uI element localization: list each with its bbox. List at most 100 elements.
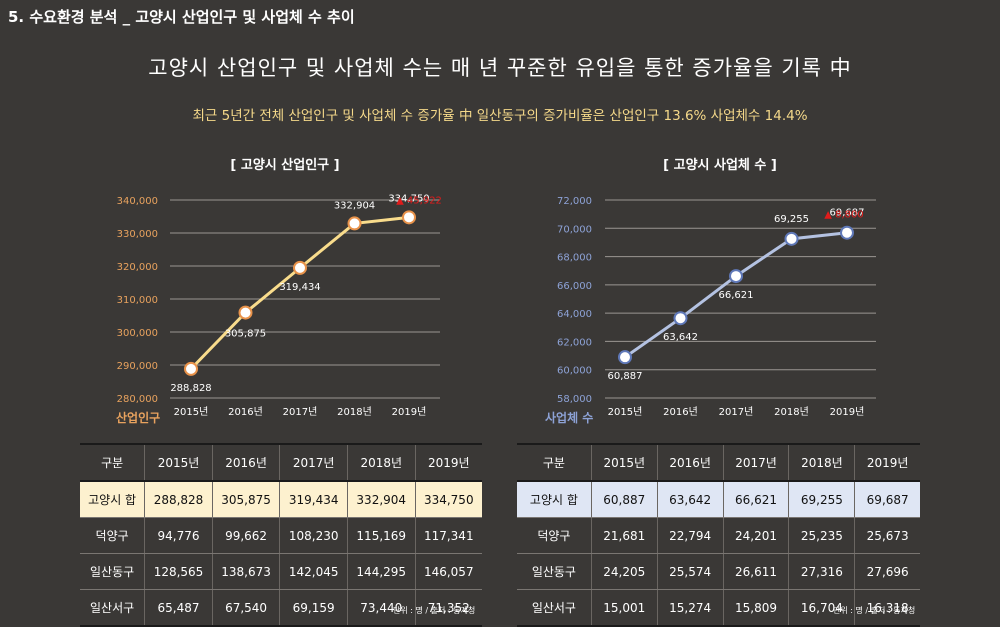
table-header-cell: 2018년 bbox=[346, 443, 416, 482]
table-cell: 16,318 bbox=[854, 589, 920, 627]
x-tick-label: 2016년 bbox=[228, 406, 263, 418]
y-tick-label: 60,000 bbox=[557, 366, 592, 377]
table-cell: 덕양구 bbox=[80, 517, 145, 554]
data-label: 69,255 bbox=[774, 214, 809, 225]
table-cell: 24,201 bbox=[722, 517, 789, 554]
table-header-cell: 2019년 bbox=[854, 443, 920, 482]
table-cell: 27,696 bbox=[854, 553, 920, 590]
x-tick-label: 2019년 bbox=[392, 406, 427, 418]
data-point bbox=[347, 216, 362, 231]
table-cell: 108,230 bbox=[279, 517, 348, 554]
increase-annotation: ▲ 8,800 bbox=[824, 210, 864, 221]
right-chart-title: [ 고양시 사업체 수 ] bbox=[663, 158, 777, 173]
table-cell: 15,809 bbox=[722, 589, 789, 627]
table-cell: 고양시 합 bbox=[517, 481, 592, 518]
data-point bbox=[238, 305, 253, 320]
data-label: 69,687 bbox=[830, 208, 865, 219]
table-cell: 66,621 bbox=[722, 481, 789, 518]
table-cell: 일산서구 bbox=[80, 589, 145, 627]
y-tick-label: 320,000 bbox=[117, 262, 158, 273]
table-cell: 146,057 bbox=[414, 553, 482, 590]
table-header-cell: 2018년 bbox=[788, 443, 855, 482]
y-tick-label: 290,000 bbox=[117, 361, 158, 372]
table-cell: 117,341 bbox=[414, 517, 482, 554]
data-label: 319,434 bbox=[279, 282, 320, 293]
x-tick-label: 2018년 bbox=[774, 406, 809, 418]
data-point bbox=[729, 269, 743, 284]
headline: 고양시 산업인구 및 사업체 수는 매 년 꾸준한 유입을 통한 증가율을 기록… bbox=[148, 56, 852, 80]
data-point bbox=[184, 361, 198, 376]
table-cell: 94,776 bbox=[144, 517, 213, 554]
table-cell: 22,794 bbox=[656, 517, 724, 554]
table-header-cell: 2015년 bbox=[590, 443, 658, 482]
table-cell: 일산동구 bbox=[517, 553, 592, 590]
table-cell: 138,673 bbox=[211, 553, 280, 590]
table-header-row: 구분 2015년 2016년 2017년 2018년 2019년 bbox=[80, 443, 482, 482]
data-label: 66,621 bbox=[719, 290, 754, 301]
table-header-cell: 2016년 bbox=[656, 443, 724, 482]
population-table: 구분 2015년 2016년 2017년 2018년 2019년 고양시 합 288,828… bbox=[80, 443, 482, 627]
table-header-row: 구분 2015년 2016년 2017년 2018년 2019년 bbox=[517, 443, 920, 482]
table-cell: 115,169 bbox=[346, 517, 416, 554]
data-label: 305,875 bbox=[225, 329, 266, 340]
table-cell: 덕양구 bbox=[517, 517, 592, 554]
table-cell: 63,642 bbox=[656, 481, 724, 518]
increase-annotation: ▲ 45,922 bbox=[396, 195, 442, 206]
y-tick-label: 58,000 bbox=[557, 394, 592, 405]
table-total-row: 고양시 합 288,828 305,875 319,434 332,904 334,750 bbox=[80, 481, 482, 518]
x-tick-label: 2015년 bbox=[608, 406, 643, 418]
left-chart-title: [ 고양시 산업인구 ] bbox=[230, 158, 340, 173]
y-tick-label: 330,000 bbox=[117, 229, 158, 240]
x-tick-label: 2015년 bbox=[174, 406, 209, 418]
table-cell: 27,316 bbox=[788, 553, 855, 590]
table-cell: 288,828 bbox=[144, 481, 213, 518]
y-axis-label: 산업인구 bbox=[116, 410, 160, 425]
table-header-cell: 2016년 bbox=[211, 443, 280, 482]
y-tick-label: 70,000 bbox=[557, 224, 592, 235]
table-cell: 25,673 bbox=[854, 517, 920, 554]
section-title: 5. 수요환경 분석 _ 고양시 산업인구 및 사업체 수 추이 bbox=[8, 8, 355, 26]
table-cell: 334,750 bbox=[414, 481, 482, 518]
table-header-cell: 2015년 bbox=[144, 443, 213, 482]
y-tick-label: 72,000 bbox=[557, 196, 592, 207]
table-row: 덕양구 94,776 99,662 108,230 115,169 117,341 bbox=[80, 517, 482, 554]
subline: 최근 5년간 전체 산업인구 및 사업체 수 증가율 中 일산동구의 증가비율은… bbox=[192, 108, 808, 124]
y-tick-label: 68,000 bbox=[557, 253, 592, 264]
table-header-cell: 2019년 bbox=[414, 443, 482, 482]
y-tick-label: 66,000 bbox=[557, 281, 592, 292]
data-label: 288,828 bbox=[170, 383, 211, 394]
table-cell: 142,045 bbox=[279, 553, 348, 590]
table-cell: 69,159 bbox=[279, 589, 348, 627]
table-row: 일산서구 65,487 67,540 69,159 73,440 71,352 bbox=[80, 589, 482, 627]
table-cell: 69,255 bbox=[788, 481, 855, 518]
table-cell: 25,235 bbox=[788, 517, 855, 554]
table-header-cell: 2017년 bbox=[279, 443, 348, 482]
x-tick-label: 2016년 bbox=[663, 406, 698, 418]
data-label: 60,887 bbox=[608, 371, 643, 382]
table-cell: 일산동구 bbox=[80, 553, 145, 590]
data-label: 334,750 bbox=[388, 193, 429, 204]
table-cell: 144,295 bbox=[346, 553, 416, 590]
x-tick-label: 2017년 bbox=[283, 406, 318, 418]
data-point bbox=[618, 350, 632, 365]
table-cell: 128,565 bbox=[144, 553, 213, 590]
y-tick-label: 340,000 bbox=[117, 196, 158, 207]
table-cell: 24,205 bbox=[590, 553, 658, 590]
table-header-cell: 2017년 bbox=[722, 443, 789, 482]
table-cell: 고양시 합 bbox=[80, 481, 145, 518]
table-cell: 67,540 bbox=[211, 589, 280, 627]
data-point bbox=[293, 260, 307, 275]
data-point bbox=[840, 225, 854, 240]
business-table: 구분 2015년 2016년 2017년 2018년 2019년 고양시 합 60,887 6… bbox=[517, 443, 920, 627]
y-tick-label: 310,000 bbox=[117, 295, 158, 306]
table-cell: 65,487 bbox=[144, 589, 213, 627]
data-point bbox=[402, 210, 416, 225]
y-tick-label: 62,000 bbox=[557, 337, 592, 348]
x-tick-label: 2017년 bbox=[719, 406, 754, 418]
y-tick-label: 300,000 bbox=[117, 328, 158, 339]
y-tick-label: 280,000 bbox=[117, 394, 158, 405]
table-row: 일산동구 24,205 25,574 26,611 27,316 27,696 bbox=[517, 553, 920, 590]
table-cell: 21,681 bbox=[590, 517, 658, 554]
table-cell: 25,574 bbox=[656, 553, 724, 590]
